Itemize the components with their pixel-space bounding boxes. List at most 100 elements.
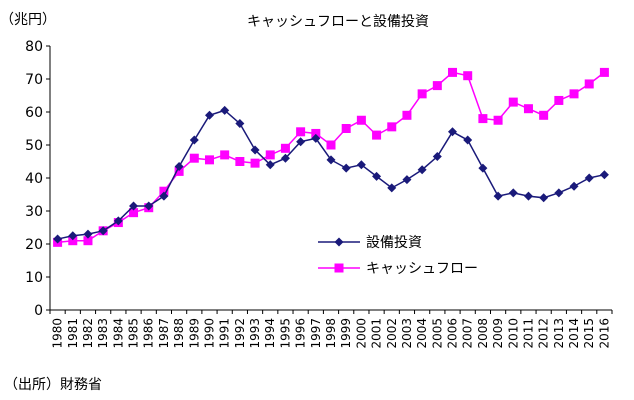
x-tick-label: 1998 — [324, 318, 338, 349]
y-tick-label: 0 — [34, 303, 43, 319]
data-point — [432, 152, 442, 162]
y-tick-label: 10 — [25, 270, 43, 286]
data-point — [235, 119, 245, 129]
data-point — [448, 127, 458, 137]
data-point — [372, 130, 382, 140]
data-point — [387, 122, 397, 132]
x-tick-label: 1996 — [294, 318, 308, 349]
y-axis: 0 10 20 30 40 50 60 70 80 — [25, 39, 51, 319]
data-point — [508, 97, 518, 107]
data-point — [235, 157, 245, 166]
data-point — [417, 89, 427, 99]
data-point — [387, 183, 397, 193]
data-point — [129, 208, 139, 218]
x-tick-label: 1994 — [263, 318, 277, 349]
data-point — [280, 143, 290, 153]
data-point — [68, 231, 78, 241]
x-tick-label: 2012 — [537, 318, 551, 349]
series-capex — [53, 105, 609, 244]
data-point — [402, 110, 412, 120]
data-point — [83, 229, 93, 239]
data-point — [478, 114, 488, 124]
chart-title: キャッシュフローと設備投資 — [247, 14, 429, 30]
x-tick-label: 1983 — [96, 318, 110, 349]
x-tick-label: 1989 — [187, 318, 201, 349]
x-tick-label: 2002 — [385, 318, 399, 349]
data-point — [569, 181, 579, 191]
data-point — [539, 110, 549, 120]
data-point — [311, 133, 321, 143]
data-point — [402, 175, 412, 185]
data-point — [129, 201, 139, 211]
data-point — [493, 191, 503, 201]
x-tick-label: 2005 — [430, 318, 444, 349]
legend-marker — [334, 237, 344, 247]
x-tick-label: 1987 — [157, 318, 171, 349]
x-tick-label: 2007 — [461, 318, 475, 349]
x-tick-label: 2011 — [521, 318, 535, 349]
x-axis: 1980 1981 1982 1983 1984 1985 1986 1987 1988 1989… — [49, 309, 613, 349]
data-point — [159, 191, 169, 201]
data-point — [463, 135, 473, 145]
data-point — [311, 128, 321, 138]
data-point — [280, 153, 290, 163]
data-point — [174, 166, 184, 176]
y-tick-label: 20 — [25, 237, 43, 253]
data-point — [372, 171, 382, 181]
legend-label: 設備投資 — [366, 235, 422, 251]
data-point — [508, 188, 518, 198]
data-point — [463, 71, 473, 81]
data-point — [296, 127, 306, 137]
x-tick-label: 1992 — [233, 318, 247, 349]
data-point — [554, 95, 564, 105]
legend-item: 設備投資 — [318, 235, 422, 251]
data-point — [599, 170, 609, 180]
x-tick-label: 2004 — [415, 318, 429, 349]
data-point — [159, 186, 169, 196]
data-point — [204, 110, 214, 120]
data-point — [478, 163, 488, 173]
data-point — [448, 67, 458, 77]
data-point — [220, 150, 230, 160]
y-unit-label: （兆円） — [0, 12, 56, 28]
data-point — [599, 67, 609, 77]
data-point — [220, 105, 230, 115]
x-tick-label: 2015 — [582, 318, 596, 349]
x-tick-label: 1980 — [51, 318, 65, 349]
x-tick-label: 1988 — [172, 318, 186, 349]
series-layer — [53, 67, 609, 247]
y-tick-label: 60 — [25, 105, 43, 121]
x-tick-label: 1984 — [111, 318, 125, 349]
x-tick-label: 1990 — [202, 318, 216, 349]
data-point — [539, 193, 549, 203]
data-point — [250, 145, 260, 155]
data-point — [356, 160, 366, 170]
data-point — [569, 89, 579, 99]
data-point — [584, 173, 594, 183]
data-point — [98, 226, 108, 236]
data-point — [144, 201, 154, 211]
y-tick-label: 50 — [25, 138, 43, 154]
series-line — [57, 109, 605, 240]
x-tick-label: 1993 — [248, 318, 262, 349]
x-tick-label: 1985 — [127, 318, 141, 349]
data-point — [265, 160, 275, 170]
data-point — [83, 236, 93, 246]
data-point — [341, 163, 351, 173]
data-point — [53, 234, 63, 244]
x-tick-label: 1982 — [81, 318, 95, 349]
data-point — [68, 236, 78, 246]
data-point — [523, 104, 533, 114]
data-point — [265, 150, 275, 160]
y-tick-label: 40 — [25, 171, 43, 187]
x-tick-label: 2006 — [446, 318, 460, 349]
data-point — [326, 140, 336, 150]
source-note: （出所）財務省 — [4, 377, 102, 393]
legend-label: キャッシュフロー — [366, 261, 478, 277]
x-tick-label: 2010 — [506, 318, 520, 349]
x-tick-label: 2000 — [354, 318, 368, 349]
x-tick-label: 1999 — [339, 318, 353, 349]
x-tick-label: 2014 — [567, 318, 581, 349]
